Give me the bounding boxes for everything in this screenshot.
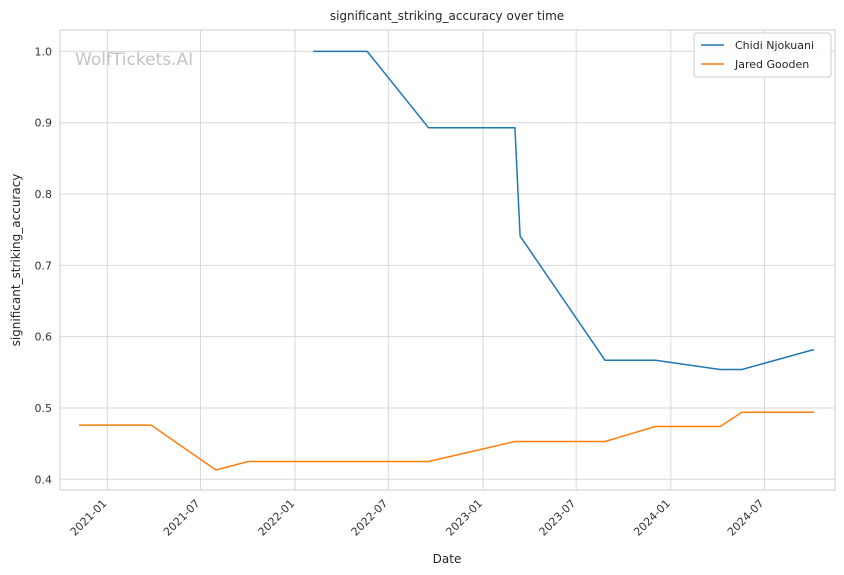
x-axis-title: Date xyxy=(433,552,462,566)
legend-label-chidi: Chidi Njokuani xyxy=(735,39,814,52)
chart-title: significant_striking_accuracy over time xyxy=(330,9,564,23)
y-tick-label: 0.6 xyxy=(35,331,53,344)
legend-label-jared: Jared Gooden xyxy=(734,58,809,71)
series-lines xyxy=(79,50,815,471)
series-line-0 xyxy=(313,50,815,371)
series-line-1 xyxy=(79,411,814,471)
y-tick-label: 0.5 xyxy=(35,402,53,415)
y-tick-label: 0.8 xyxy=(35,188,53,201)
y-tick-label: 1.0 xyxy=(35,45,53,58)
legend: Chidi Njokuani Jared Gooden xyxy=(693,32,832,78)
watermark: WolfTickets.AI xyxy=(75,50,193,70)
y-axis-title: significant_striking_accuracy xyxy=(9,174,23,347)
y-tick-label: 0.7 xyxy=(35,259,53,272)
y-tick-label: 0.9 xyxy=(35,117,53,130)
y-axis: 0.4 0.5 0.6 0.7 0.8 0.9 1.0 xyxy=(35,45,53,486)
grid xyxy=(60,30,835,490)
plot-frame xyxy=(59,29,836,491)
y-tick-label: 0.4 xyxy=(35,473,53,486)
legend-box xyxy=(693,32,832,78)
